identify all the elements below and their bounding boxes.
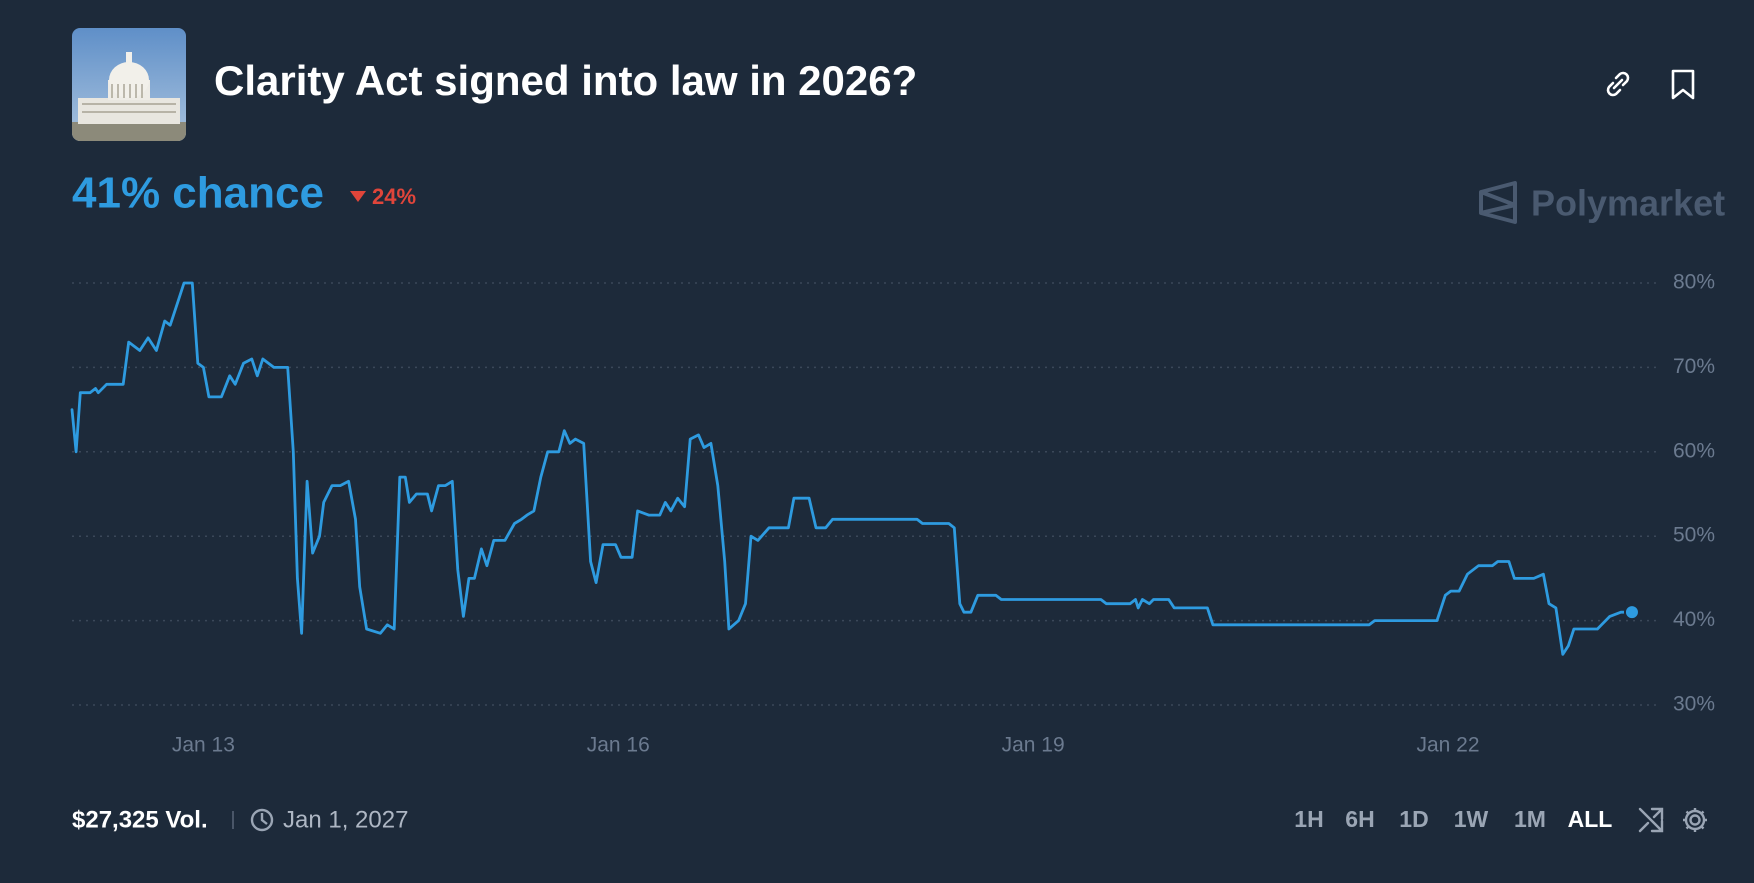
change: 24% [372, 184, 416, 209]
x-tick-label: Jan 13 [172, 734, 235, 757]
y-tick-label: 60% [1673, 439, 1715, 462]
change-down-icon [350, 191, 366, 202]
brand-logo [1479, 181, 1517, 224]
range-button[interactable]: ALL [1568, 806, 1613, 832]
compare-button[interactable] [1638, 807, 1664, 833]
current-point [1623, 604, 1640, 621]
x-tick-label: Jan 16 [587, 734, 650, 757]
settings-button[interactable] [1683, 808, 1707, 832]
market-image [72, 28, 186, 141]
y-tick-label: 30% [1673, 693, 1715, 716]
range-button[interactable]: 1M [1514, 806, 1546, 832]
copy-link-button[interactable] [1606, 71, 1630, 97]
bookmark-button[interactable] [1671, 69, 1695, 100]
range-button[interactable]: 1H [1294, 806, 1323, 832]
x-tick-label: Jan 22 [1416, 734, 1479, 757]
end-date: Jan 1, 2027 [283, 806, 408, 833]
y-tick-label: 40% [1673, 608, 1715, 631]
price-line [70, 281, 1634, 656]
x-tick-label: Jan 19 [1002, 734, 1065, 757]
range-button[interactable]: 6H [1345, 806, 1374, 832]
y-tick-label: 80% [1673, 271, 1715, 294]
y-tick-label: 50% [1673, 524, 1715, 547]
market-title: Clarity Act signed into law in 2026? [214, 57, 917, 104]
volume: $27,325 Vol. [72, 806, 208, 833]
range-button[interactable]: 1W [1454, 806, 1489, 832]
y-tick-label: 70% [1673, 355, 1715, 378]
clock-icon [250, 808, 274, 832]
range-button[interactable]: 1D [1399, 806, 1428, 832]
brand-name: Polymarket [1531, 183, 1725, 224]
probability: 41% chance [72, 169, 324, 218]
